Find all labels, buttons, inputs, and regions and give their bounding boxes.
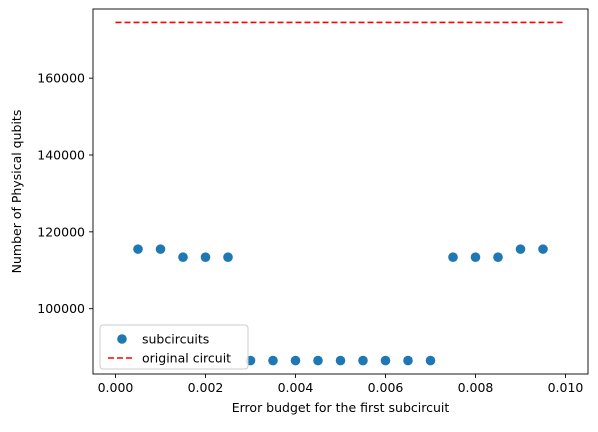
subcircuit-point (223, 252, 233, 262)
subcircuit-point (538, 244, 548, 254)
legend-label-subcircuits: subcircuits (142, 332, 209, 347)
legend: subcircuits original circuit (99, 324, 249, 370)
y-tick-label: 120000 (37, 224, 85, 239)
x-tick-label: 0.000 (98, 380, 134, 395)
x-tick-label: 0.010 (548, 380, 584, 395)
subcircuit-point (155, 244, 166, 254)
x-tick-label: 0.004 (278, 380, 314, 395)
subcircuit-point (200, 252, 211, 262)
legend-box (99, 324, 249, 370)
y-axis: 100000 120000 140000 160000 (37, 71, 93, 316)
legend-marker-subcircuits (117, 334, 127, 344)
x-tick-label: 0.002 (188, 380, 224, 395)
subcircuit-point (493, 252, 503, 262)
subcircuit-point (133, 244, 143, 254)
y-axis-label: Number of Physical qubits (9, 110, 24, 274)
subcircuit-point (515, 244, 526, 254)
y-tick-label: 140000 (37, 148, 85, 163)
subcircuit-point (290, 355, 301, 366)
subcircuit-point (178, 252, 188, 262)
x-axis-label: Error budget for the first subcircuit (232, 400, 450, 415)
subcircuit-point (380, 355, 391, 366)
plot-area (115, 21, 566, 366)
x-axis: 0.000 0.002 0.004 0.006 0.008 0.010 (98, 374, 584, 395)
subcircuit-point (425, 355, 436, 366)
subcircuit-point (403, 355, 413, 366)
y-tick-label: 160000 (37, 71, 85, 86)
subcircuit-point (448, 252, 458, 262)
subcircuit-point (358, 355, 368, 366)
subcircuit-point (313, 355, 323, 366)
y-tick-label: 100000 (37, 301, 85, 316)
axes-frame (92, 8, 589, 375)
legend-label-original-circuit: original circuit (142, 351, 231, 366)
x-tick-label: 0.006 (368, 380, 404, 395)
subcircuit-point (268, 355, 278, 366)
subcircuit-point (335, 355, 346, 366)
x-tick-label: 0.008 (458, 380, 494, 395)
subcircuit-point (470, 252, 481, 262)
